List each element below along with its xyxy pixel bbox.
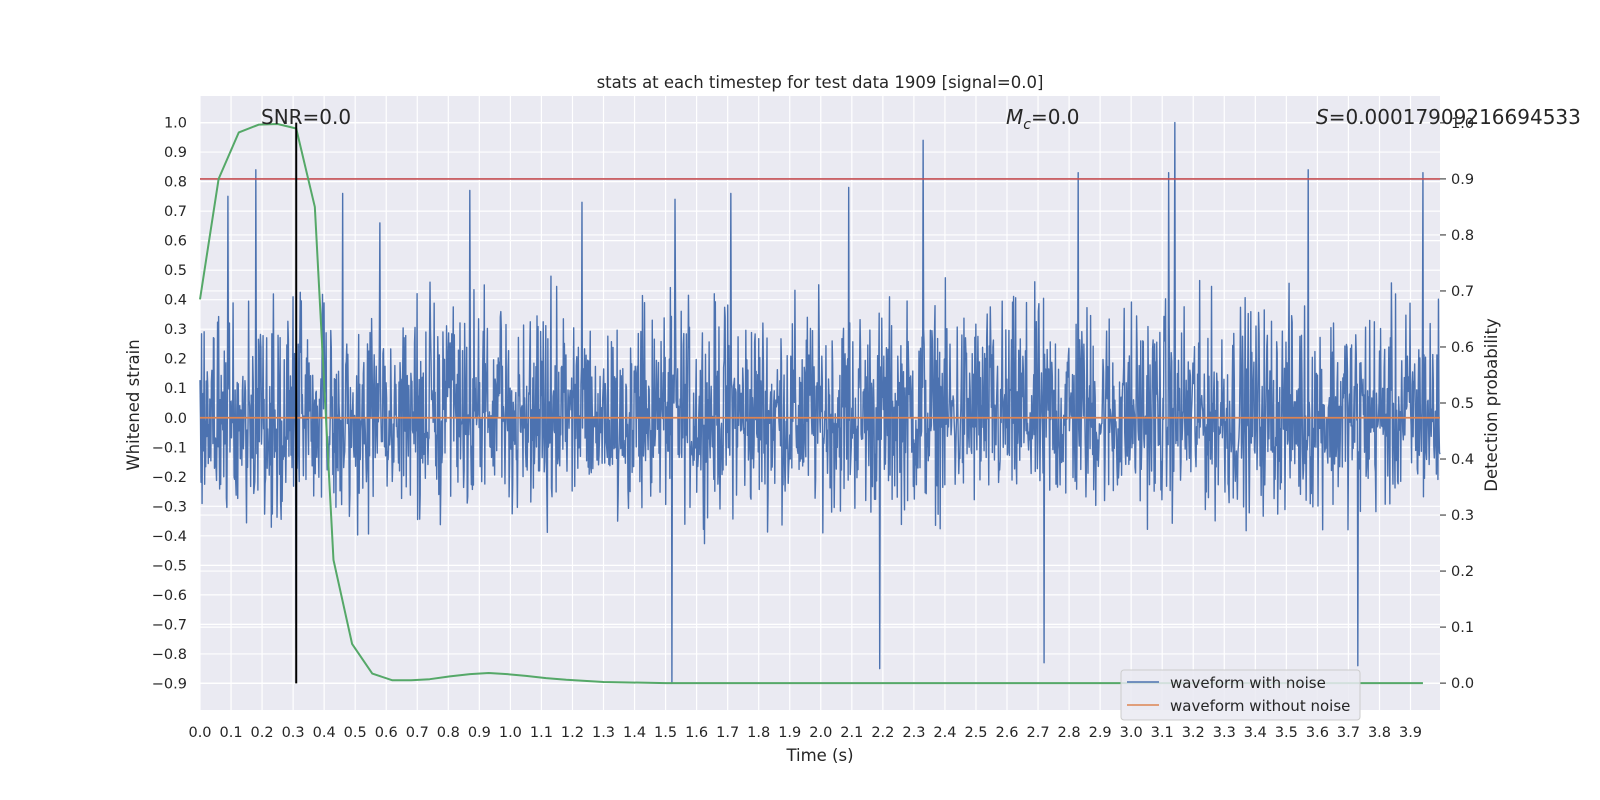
y-axis-left: 1.0 0.9 0.8 0.7 0.6 0.5 0.4 0.3 0.2 0.1 0.0 −0.1 −0.… bbox=[152, 116, 187, 693]
y-axis-right-label: Detection probability bbox=[1482, 318, 1501, 492]
x-tick-label: 3.3 bbox=[1213, 725, 1236, 741]
x-tick-label: 2.8 bbox=[1058, 725, 1081, 741]
x-tick-label: 0.6 bbox=[375, 725, 398, 741]
y-left-tick-label: −0.5 bbox=[152, 558, 187, 574]
legend-label-waveform-with-noise: waveform with noise bbox=[1170, 674, 1326, 692]
series-detection-probability bbox=[199, 123, 1423, 685]
y-left-tick-label: 0.9 bbox=[164, 145, 187, 161]
x-tick-label: 0.2 bbox=[251, 725, 274, 741]
y-right-tick-label: 0.0 bbox=[1451, 676, 1474, 692]
y-right-tick-label: 0.9 bbox=[1451, 172, 1474, 188]
legend-box bbox=[1120, 669, 1361, 721]
y-left-tick-label: 0.0 bbox=[164, 411, 187, 427]
x-tick-label: 3.2 bbox=[1182, 725, 1205, 741]
x-tick-label: 2.6 bbox=[995, 725, 1018, 741]
x-tick-label: 3.9 bbox=[1399, 725, 1422, 741]
x-tick-label: 1.5 bbox=[654, 725, 677, 741]
legend-label-waveform-without-noise: waveform without noise bbox=[1170, 697, 1350, 715]
y-left-tick-label: −0.2 bbox=[152, 470, 187, 486]
y-left-tick-label: −0.8 bbox=[152, 647, 187, 663]
y-left-tick-label: −0.4 bbox=[152, 529, 187, 545]
y-left-tick-label: −0.9 bbox=[152, 676, 187, 692]
x-tick-label: 2.5 bbox=[964, 725, 987, 741]
y-left-tick-label: 0.5 bbox=[164, 263, 187, 279]
x-tick-label: 1.0 bbox=[499, 725, 522, 741]
x-tick-label: 2.1 bbox=[840, 725, 863, 741]
series-waveform-with-noise bbox=[199, 121, 1441, 685]
x-tick-label: 1.8 bbox=[747, 725, 770, 741]
legend: waveform with noise waveform without noi… bbox=[1120, 669, 1361, 721]
x-tick-label: 1.4 bbox=[623, 725, 646, 741]
s-annotation: S=0.00017909216694533 bbox=[1316, 105, 1581, 129]
y-left-tick-label: 1.0 bbox=[164, 116, 187, 132]
mc-value: =0.0 bbox=[1031, 105, 1080, 129]
x-tick-label: 0.3 bbox=[282, 725, 305, 741]
y-right-tick-label: 0.7 bbox=[1451, 284, 1474, 300]
plot-area bbox=[199, 121, 1441, 685]
y-left-tick-label: −0.7 bbox=[152, 617, 187, 633]
y-left-tick-label: −0.6 bbox=[152, 588, 187, 604]
x-tick-label: 2.4 bbox=[933, 725, 956, 741]
y-left-tick-label: 0.6 bbox=[164, 234, 187, 250]
x-tick-label: 1.3 bbox=[592, 725, 615, 741]
x-tick-label: 3.5 bbox=[1275, 725, 1298, 741]
x-tick-label: 1.7 bbox=[716, 725, 739, 741]
x-tick-label: 3.7 bbox=[1337, 725, 1360, 741]
s-symbol: S bbox=[1316, 105, 1329, 129]
mc-subscript: c bbox=[1023, 117, 1031, 133]
x-tick-label: 0.0 bbox=[188, 725, 211, 741]
x-tick-label: 3.0 bbox=[1120, 725, 1143, 741]
x-tick-label: 3.4 bbox=[1244, 725, 1267, 741]
mc-symbol: M bbox=[1006, 105, 1023, 129]
x-tick-label: 3.8 bbox=[1368, 725, 1391, 741]
y-right-tick-label: 0.8 bbox=[1451, 228, 1474, 244]
snr-annotation: SNR=0.0 bbox=[261, 105, 351, 129]
x-tick-label: 2.0 bbox=[809, 725, 832, 741]
s-value: =0.00017909216694533 bbox=[1329, 105, 1581, 129]
x-tick-label: 2.7 bbox=[1027, 725, 1050, 741]
x-tick-label: 2.2 bbox=[871, 725, 894, 741]
y-axis-right: 1.0 0.9 0.8 0.7 0.6 0.5 0.4 0.3 0.2 0.1 0.0 bbox=[1440, 116, 1474, 692]
x-tick-label: 3.1 bbox=[1151, 725, 1174, 741]
x-tick-label: 0.8 bbox=[437, 725, 460, 741]
x-tick-label: 0.5 bbox=[344, 725, 367, 741]
y-left-tick-label: 0.7 bbox=[164, 204, 187, 220]
y-right-tick-label: 0.5 bbox=[1451, 396, 1474, 412]
x-tick-label: 0.7 bbox=[406, 725, 429, 741]
y-left-tick-label: −0.1 bbox=[152, 440, 187, 456]
x-axis-label: Time (s) bbox=[785, 746, 853, 765]
chart-title: stats at each timestep for test data 190… bbox=[597, 73, 1044, 92]
y-right-tick-label: 1.0 bbox=[1451, 116, 1474, 132]
y-left-tick-label: 0.4 bbox=[164, 293, 187, 309]
y-left-tick-label: −0.3 bbox=[152, 499, 187, 515]
x-tick-label: 1.9 bbox=[778, 725, 801, 741]
x-axis: 0.0 0.1 0.2 0.3 0.4 0.5 0.6 0.7 0.8 0.9 1.0 1.1 1.2 1… bbox=[188, 725, 1422, 741]
x-tick-label: 2.3 bbox=[902, 725, 925, 741]
y-left-tick-label: 0.1 bbox=[164, 381, 187, 397]
y-left-tick-label: 0.8 bbox=[164, 175, 187, 191]
y-left-tick-label: 0.3 bbox=[164, 322, 187, 338]
x-tick-label: 2.9 bbox=[1089, 725, 1112, 741]
y-right-tick-label: 0.2 bbox=[1451, 564, 1474, 580]
y-right-tick-label: 0.3 bbox=[1451, 508, 1474, 524]
y-right-tick-label: 0.1 bbox=[1451, 620, 1474, 636]
mc-annotation: Mc=0.0 bbox=[1006, 105, 1080, 133]
y-axis-left-label: Whitened strain bbox=[124, 339, 143, 470]
x-tick-label: 1.2 bbox=[561, 725, 584, 741]
x-tick-label: 0.9 bbox=[468, 725, 491, 741]
y-left-tick-label: 0.2 bbox=[164, 352, 187, 368]
x-tick-label: 1.1 bbox=[530, 725, 553, 741]
x-tick-label: 0.1 bbox=[220, 725, 243, 741]
y-right-tick-label: 0.6 bbox=[1451, 340, 1474, 356]
y-right-tick-label: 0.4 bbox=[1451, 452, 1474, 468]
x-tick-label: 3.6 bbox=[1306, 725, 1329, 741]
x-tick-label: 1.6 bbox=[685, 725, 708, 741]
x-tick-label: 0.4 bbox=[313, 725, 336, 741]
